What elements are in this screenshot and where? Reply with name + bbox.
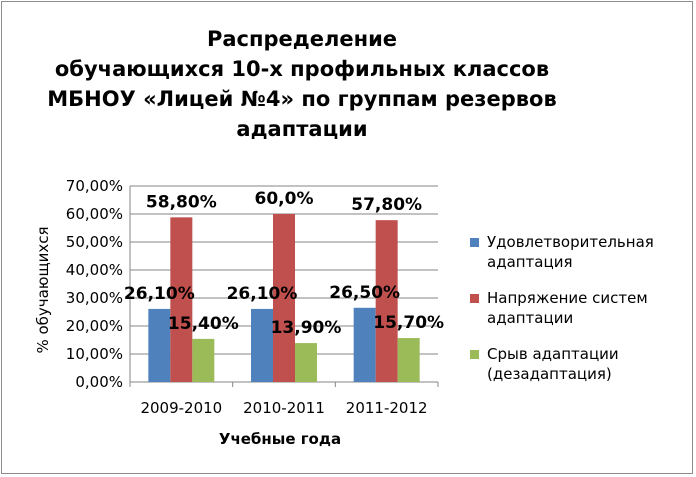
legend-label: Напряжение систем адаптации <box>487 288 648 328</box>
bar <box>251 308 273 382</box>
data-label: 58,80% <box>146 192 217 212</box>
chart-title-line-4: адаптации <box>236 117 368 141</box>
data-label: 60,0% <box>255 189 314 209</box>
x-tick-label: 2010-2011 <box>243 399 325 417</box>
chart-title: Распределение обучающихся 10-х профильны… <box>42 24 562 144</box>
legend-label: Удовлетворительная адаптация <box>487 232 654 272</box>
y-tick-label: 40,00% <box>66 261 123 279</box>
y-tick-label: 60,00% <box>66 205 123 223</box>
legend-label: Срыв адаптации (дезадаптация) <box>487 344 619 384</box>
bar <box>353 307 376 382</box>
bar <box>148 308 171 382</box>
data-label: 13,90% <box>271 318 342 338</box>
y-axis-title: % обучающихся <box>34 226 52 353</box>
y-tick-label: 10,00% <box>66 345 123 363</box>
legend-item: Напряжение систем адаптации <box>470 288 690 328</box>
chart-title-line-1: Распределение <box>206 27 398 51</box>
bar <box>397 338 420 382</box>
legend-item: Удовлетворительная адаптация <box>470 232 690 272</box>
chart-title-line-3: МБНОУ «Лицей №4» по группам резервов <box>47 87 557 111</box>
y-tick-label: 30,00% <box>66 289 123 307</box>
y-tick-label: 0,00% <box>75 373 123 391</box>
legend-swatch <box>470 350 479 359</box>
legend-label-line: Срыв адаптации <box>487 345 619 363</box>
y-tick-label: 50,00% <box>66 233 123 251</box>
data-label: 15,40% <box>168 314 239 334</box>
legend-label-line: адаптация <box>487 253 573 271</box>
y-tick-label: 20,00% <box>66 317 123 335</box>
chart-title-line-2: обучающихся 10-х профильных классов <box>54 57 550 81</box>
data-label: 15,70% <box>373 313 444 333</box>
data-label: 26,10% <box>124 284 195 304</box>
legend-label-line: Напряжение систем <box>487 289 648 307</box>
legend-label-line: адаптации <box>487 309 574 327</box>
data-label: 57,80% <box>351 195 422 215</box>
bar <box>170 217 193 382</box>
legend-swatch <box>470 238 479 247</box>
legend-label-line: Удовлетворительная <box>487 233 654 251</box>
legend-item: Срыв адаптации (дезадаптация) <box>470 344 690 384</box>
y-tick-label: 70,00% <box>66 177 123 195</box>
data-label: 26,50% <box>329 283 400 303</box>
bar <box>295 343 317 382</box>
legend-swatch <box>470 294 479 303</box>
x-tick-label: 2009-2010 <box>140 399 222 417</box>
bar <box>273 214 295 382</box>
data-label: 26,10% <box>227 284 298 304</box>
x-axis-title: Учебные года <box>219 430 341 448</box>
x-tick-label: 2011-2012 <box>346 399 428 417</box>
bar <box>375 220 398 382</box>
chart-legend: Удовлетворительная адаптация Напряжение си… <box>470 232 690 400</box>
legend-label-line: (дезадаптация) <box>487 365 612 383</box>
bar <box>192 338 215 382</box>
